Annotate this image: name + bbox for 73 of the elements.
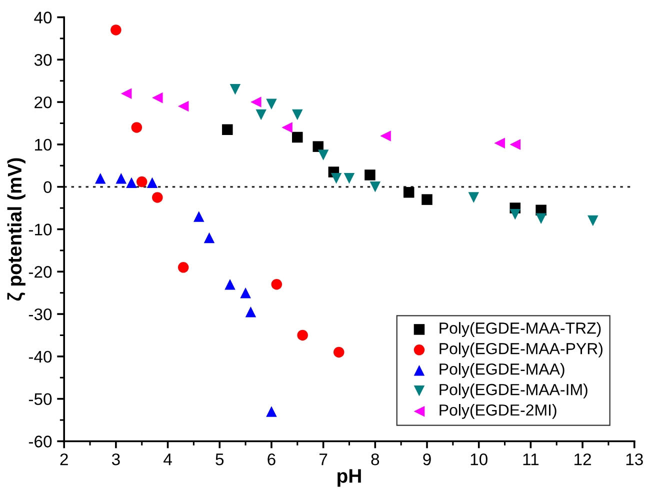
y-tick-label: 10 <box>35 138 52 151</box>
x-tick-label: 12 <box>574 453 591 466</box>
y-tick-label: -30 <box>28 308 52 320</box>
point <box>266 406 277 417</box>
point <box>131 122 142 133</box>
point <box>146 177 158 188</box>
point <box>282 122 292 133</box>
x-tick-label: 11 <box>523 454 539 466</box>
point <box>494 138 505 149</box>
point <box>224 278 236 290</box>
point <box>297 330 308 341</box>
y-tick-label: 20 <box>34 96 52 108</box>
point <box>194 211 204 222</box>
point <box>344 172 355 184</box>
point <box>422 194 432 205</box>
legend-label: Poly(EGDE-MAA-PYR) <box>440 342 602 358</box>
x-tick-label: 4 <box>164 454 172 466</box>
point <box>510 209 521 220</box>
point <box>110 24 122 36</box>
point <box>240 287 251 298</box>
point <box>136 176 148 188</box>
point <box>178 100 189 112</box>
x-tick-label: 10 <box>470 453 488 466</box>
legend-label: Poly(EGDE-MAA) <box>440 363 564 378</box>
legend-label: Poly(EGDE-MAA-TRZ) <box>440 322 601 337</box>
x-tick-label: 6 <box>268 453 276 466</box>
y-tick-label: -20 <box>28 266 52 278</box>
point <box>370 181 381 192</box>
point <box>292 109 303 120</box>
x-axis-title: pH <box>338 469 361 487</box>
point <box>292 132 303 143</box>
y-tick-label: -50 <box>28 393 52 406</box>
y-tick-label: 30 <box>34 54 52 66</box>
point <box>126 177 137 188</box>
legend-label: Poly(EGDE-2MI) <box>440 404 556 419</box>
y-tick-label: 40 <box>34 12 52 24</box>
point <box>178 262 189 273</box>
point <box>152 192 163 203</box>
point <box>271 278 282 290</box>
legend-label: Poly(EGDE-MAA-IM) <box>440 384 588 398</box>
point <box>245 306 256 318</box>
y-tick-label: -10 <box>28 224 52 236</box>
point <box>222 124 233 135</box>
x-tick-label: 2 <box>60 453 68 466</box>
point <box>403 186 414 198</box>
y-tick-label: 0 <box>44 181 52 194</box>
point <box>266 98 277 110</box>
point <box>330 172 342 184</box>
point <box>510 139 521 150</box>
point <box>250 96 262 108</box>
point <box>588 215 598 226</box>
point <box>333 346 344 358</box>
x-tick-label: 8 <box>371 453 380 466</box>
point <box>116 172 126 184</box>
point <box>204 232 215 244</box>
point <box>230 84 241 95</box>
x-tick-label: 5 <box>216 454 224 466</box>
y-tick-label: -60 <box>28 436 52 448</box>
point <box>380 130 391 142</box>
point <box>152 92 163 104</box>
point <box>468 192 480 203</box>
point <box>318 150 329 160</box>
y-axis-title: ζ potential (mV) <box>7 158 26 301</box>
point <box>95 172 106 184</box>
x-tick-label: 9 <box>423 453 431 466</box>
point <box>120 88 132 99</box>
x-tick-label: 3 <box>112 453 120 466</box>
point <box>364 170 376 180</box>
point <box>256 109 266 120</box>
x-tick-label: 7 <box>320 454 328 466</box>
y-tick-label: -40 <box>28 350 52 363</box>
point <box>536 213 546 224</box>
x-tick-label: 13 <box>626 453 643 466</box>
